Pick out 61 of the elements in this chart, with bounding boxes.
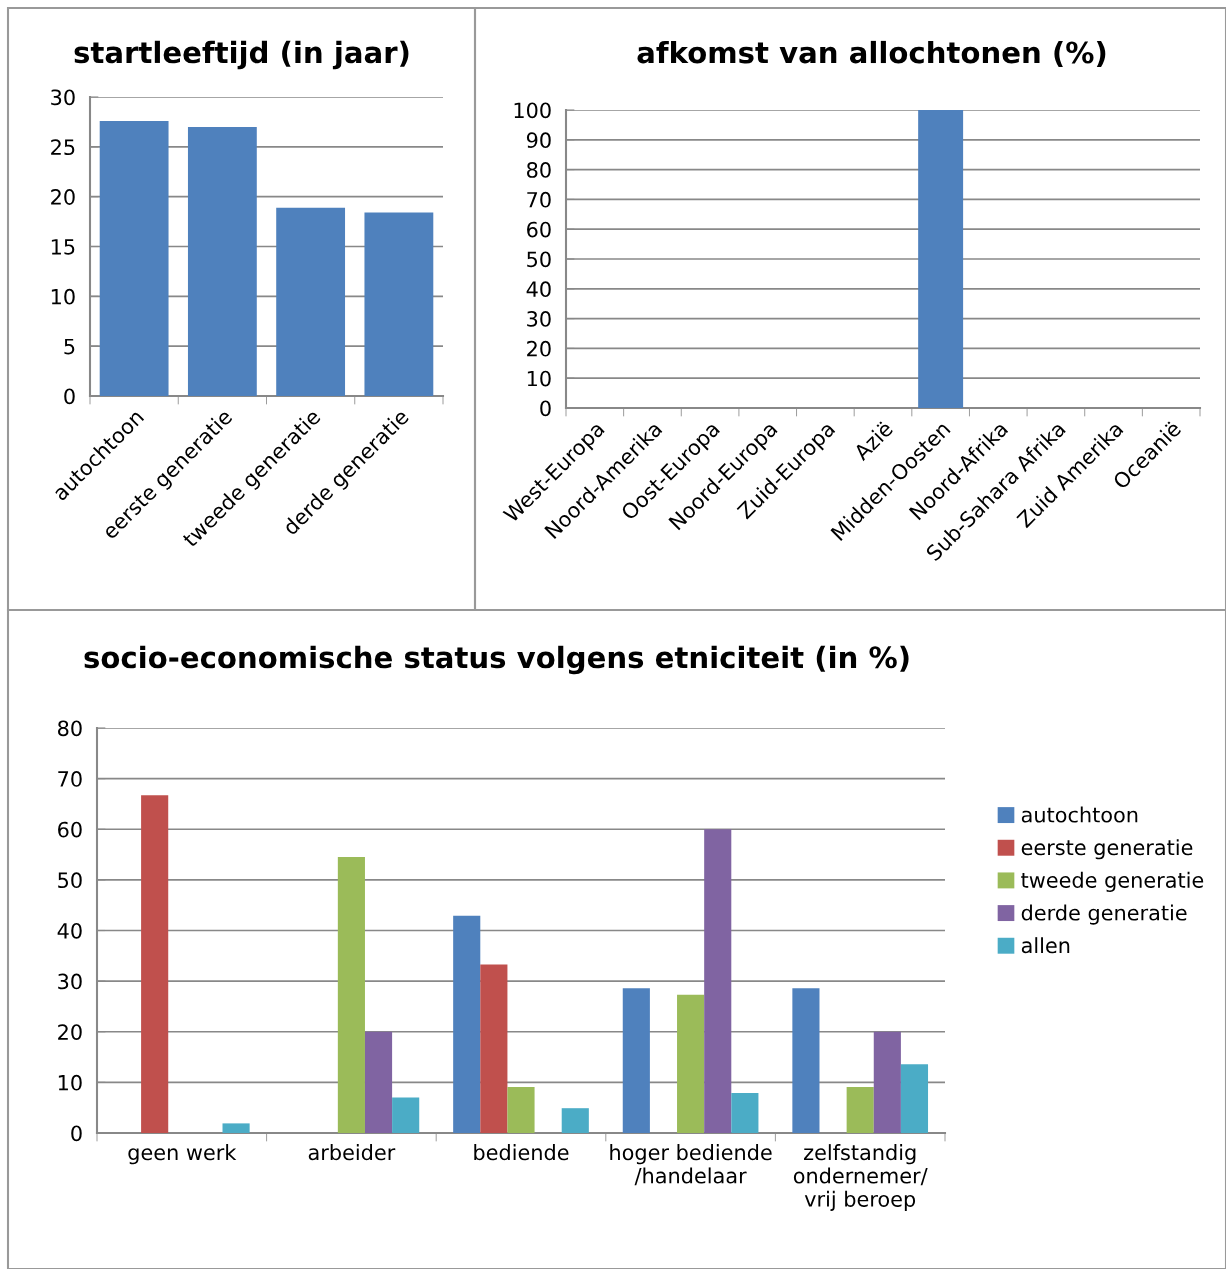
y-tick-label: 80: [527, 162, 551, 178]
bar: [561, 1108, 589, 1133]
bar: [622, 988, 650, 1133]
legend-label: tweede generatie: [1021, 871, 1204, 892]
legend-label: autochtoon: [1021, 806, 1138, 823]
legend-label: derde generatie: [1021, 904, 1187, 925]
bar: [99, 120, 169, 396]
legend-label: eerste generatie: [1021, 839, 1193, 860]
y-tick-label: 80: [58, 720, 82, 737]
bar: [453, 915, 481, 1133]
bar: [392, 1097, 420, 1133]
x-tick-label: bediende: [474, 1144, 569, 1161]
y-tick-label: 60: [527, 221, 551, 238]
y-tick-label: 10: [58, 1074, 82, 1091]
chart-title: socio-economische status volgens etniciteit (in %): [84, 645, 909, 675]
y-tick-label: 10: [527, 370, 551, 387]
bar: [507, 1086, 535, 1133]
bar: [677, 994, 705, 1133]
y-tick-label: 25: [51, 139, 75, 156]
x-tick-label: hoger bediende /handelaar: [610, 1144, 772, 1186]
bar: [731, 1093, 759, 1133]
y-tick-label: 5: [64, 338, 75, 355]
y-tick-label: 15: [51, 239, 75, 255]
y-tick-label: 70: [58, 771, 82, 787]
chart-title: startleeftijd (in jaar): [74, 40, 409, 70]
y-tick-label: 20: [58, 1024, 82, 1040]
bar: [364, 212, 434, 396]
bar: [364, 1031, 393, 1133]
y-tick-label: 10: [51, 288, 75, 305]
y-tick-label: 60: [58, 821, 82, 838]
y-tick-label: 0: [71, 1125, 82, 1142]
bar: [792, 988, 820, 1133]
bar: [141, 795, 169, 1133]
legend-label: allen: [1021, 937, 1070, 954]
y-tick-label: 20: [51, 189, 75, 205]
x-tick-label: arbeider: [308, 1144, 396, 1161]
bar: [480, 964, 508, 1133]
y-tick-label: 50: [527, 251, 551, 268]
y-tick-label: 100: [514, 102, 551, 119]
bar: [187, 126, 257, 396]
y-tick-label: 50: [58, 872, 82, 889]
x-tick-label: geen werk: [128, 1144, 237, 1165]
y-tick-label: 0: [64, 388, 75, 405]
y-tick-label: 0: [540, 400, 551, 417]
y-tick-label: 30: [527, 311, 551, 327]
y-tick-label: 20: [527, 340, 551, 357]
bar: [337, 857, 365, 1133]
y-tick-label: 30: [51, 89, 75, 106]
y-tick-label: 90: [526, 132, 551, 149]
chart-title: afkomst van allochtonen (%): [637, 40, 1106, 67]
bar: [222, 1123, 250, 1133]
bar: [704, 829, 732, 1133]
bar: [846, 1086, 874, 1133]
x-tick-label: zelfstandig ondernemer/ vrij beroep: [793, 1144, 928, 1211]
bar: [900, 1064, 929, 1133]
y-tick-label: 40: [526, 281, 551, 298]
y-tick-label: 30: [58, 973, 82, 990]
y-tick-label: 70: [527, 191, 551, 208]
bar: [276, 207, 346, 396]
bar: [873, 1031, 901, 1133]
y-tick-label: 40: [57, 922, 82, 939]
